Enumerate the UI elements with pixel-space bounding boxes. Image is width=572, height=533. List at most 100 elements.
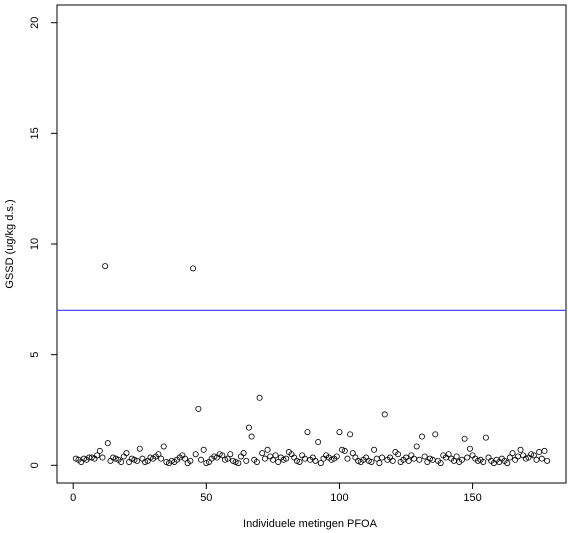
point [312, 457, 319, 464]
point [102, 263, 109, 270]
point [259, 450, 266, 457]
point [464, 454, 471, 461]
point [128, 455, 135, 462]
y-axis-title: GSSD (ug/kg d.s.) [4, 199, 16, 288]
point [296, 458, 303, 465]
point [280, 456, 287, 463]
point [408, 452, 415, 459]
point [461, 435, 468, 442]
y-tick-label: 20 [29, 17, 41, 29]
y-tick-label: 10 [29, 238, 41, 250]
point [94, 452, 101, 459]
point [197, 456, 204, 463]
point [216, 451, 223, 458]
point [320, 455, 327, 462]
point [142, 458, 149, 465]
point [514, 453, 521, 460]
point [299, 452, 306, 459]
x-tick-label: 50 [200, 492, 212, 504]
point [528, 451, 535, 458]
point [158, 455, 165, 462]
point [211, 453, 218, 460]
point [506, 454, 513, 461]
x-tick-label: 150 [463, 492, 481, 504]
point [187, 457, 194, 464]
point [219, 452, 226, 459]
point [530, 452, 537, 459]
point [72, 455, 79, 462]
point [504, 460, 511, 467]
point [368, 458, 375, 465]
point [395, 451, 402, 458]
point [227, 451, 234, 458]
point [352, 454, 359, 461]
point [182, 455, 189, 462]
point [379, 454, 386, 461]
point [541, 447, 548, 454]
point [104, 440, 111, 447]
y-tick-label: 15 [29, 127, 41, 139]
point [240, 450, 247, 457]
point [139, 455, 146, 462]
point [107, 457, 114, 464]
point [339, 446, 346, 453]
point [520, 452, 527, 459]
point [480, 458, 487, 465]
point [200, 446, 207, 453]
point [291, 454, 298, 461]
point [155, 451, 162, 458]
point [376, 460, 383, 467]
point [136, 445, 143, 452]
point [509, 450, 516, 457]
point [224, 455, 231, 462]
point [229, 457, 236, 464]
point [134, 457, 141, 464]
point [389, 457, 396, 464]
point [160, 443, 167, 450]
point [336, 429, 343, 436]
point [195, 405, 202, 412]
point [424, 458, 431, 465]
point [533, 456, 540, 463]
point [283, 455, 290, 462]
point [536, 449, 543, 456]
point [445, 451, 452, 458]
point [118, 458, 125, 465]
point [458, 456, 465, 463]
point [485, 454, 492, 461]
point [192, 451, 199, 458]
point [411, 455, 418, 462]
point [243, 457, 250, 464]
point [426, 455, 433, 462]
point [315, 439, 322, 446]
point [437, 460, 444, 467]
point [544, 457, 551, 464]
point [126, 458, 133, 465]
point [413, 443, 420, 450]
point [88, 454, 95, 461]
point [123, 450, 130, 457]
point [272, 452, 279, 459]
point [293, 457, 300, 464]
point [469, 452, 476, 459]
point [203, 460, 210, 467]
point [349, 450, 356, 457]
point [237, 453, 244, 460]
point [416, 456, 423, 463]
point [482, 434, 489, 441]
point [333, 453, 340, 460]
point [275, 458, 282, 465]
point [301, 455, 308, 462]
point [365, 457, 372, 464]
point [120, 453, 127, 460]
point [341, 447, 348, 454]
x-axis-title: Individuele metingen PFOA [243, 518, 378, 530]
point [347, 431, 354, 438]
point [317, 460, 324, 467]
point [381, 411, 388, 418]
point [432, 431, 439, 438]
point [261, 455, 268, 462]
point [232, 458, 239, 465]
plot-box [56, 4, 567, 484]
